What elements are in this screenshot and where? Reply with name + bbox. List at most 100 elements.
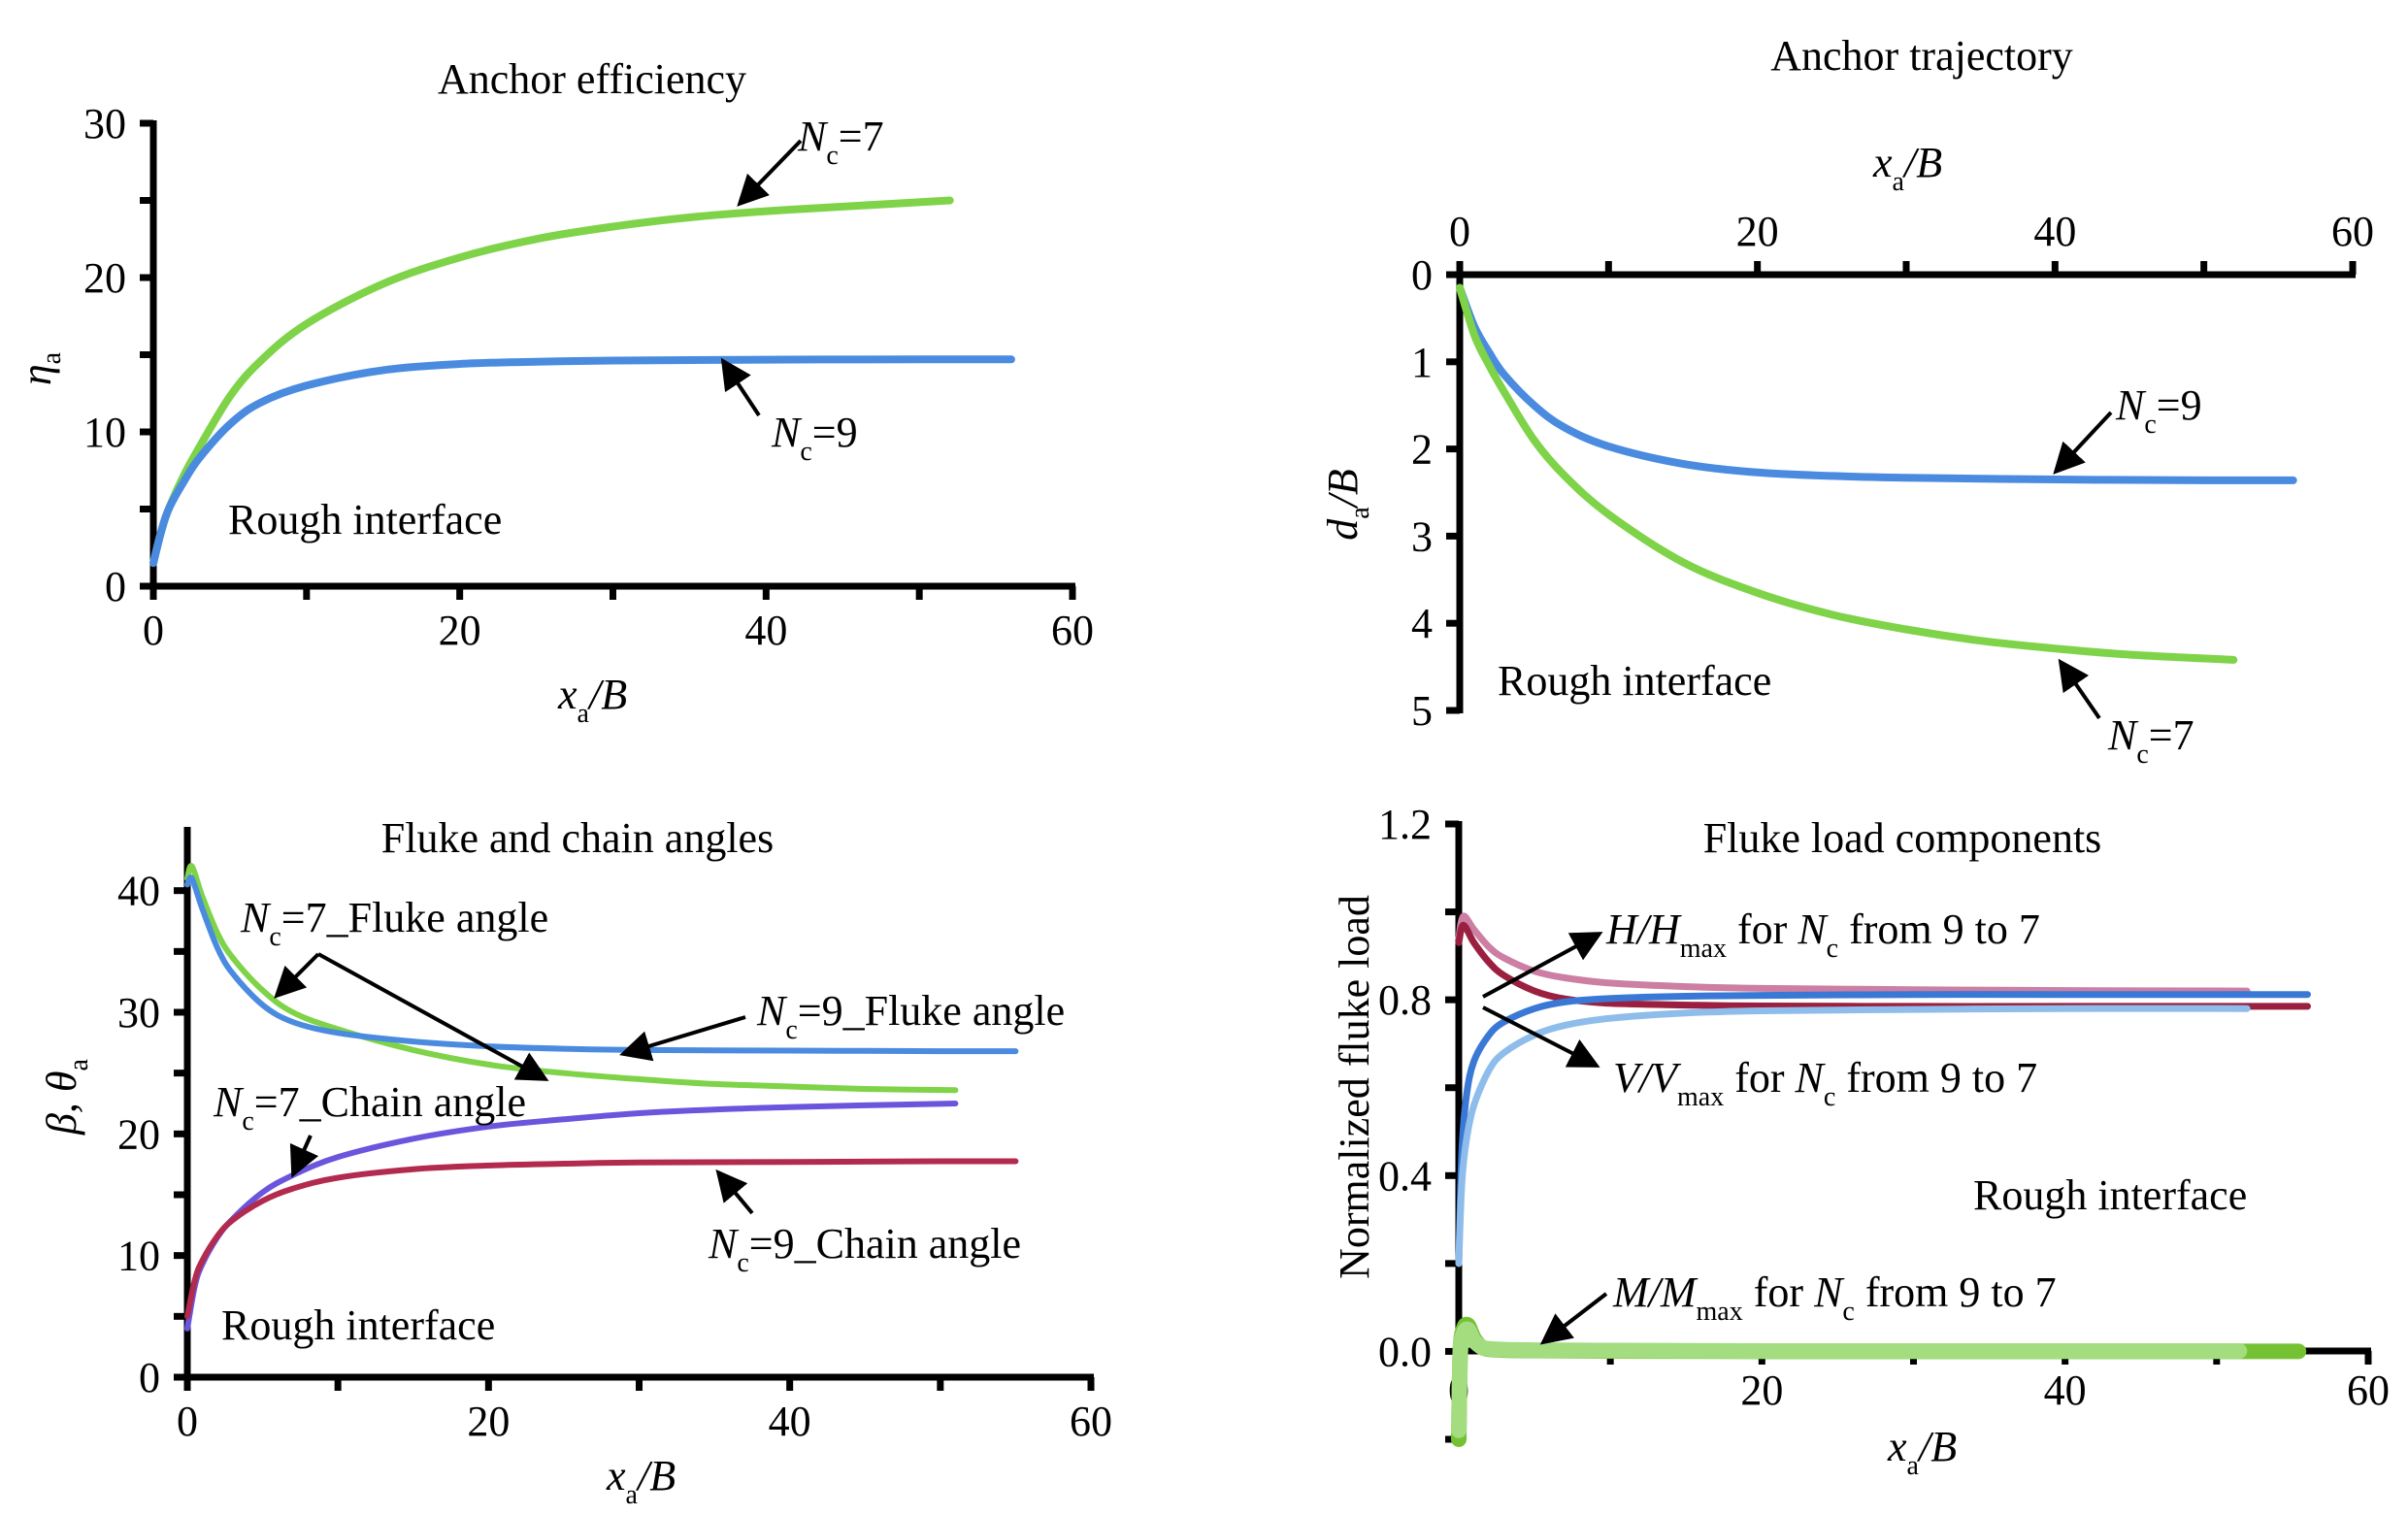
x-axis-label: xa/B xyxy=(1872,139,1942,197)
series-line-nc-9-fluke-angle xyxy=(184,874,1019,1055)
panel-fluke-load-components: Fluke load components 0 20 40 600.00.40.81.… xyxy=(1331,801,2390,1481)
series-label-nc9-fluke: Nc=9_Fluke angle xyxy=(756,987,1065,1045)
svg-text:da/B: da/B xyxy=(1319,469,1375,541)
panel-anchor-efficiency: Anchor efficiency 0 20 40 60 0 10 20 30 Rough i… xyxy=(13,55,1094,729)
x-axis-label: xa/B xyxy=(606,1452,676,1510)
svg-text:ηa: ηa xyxy=(13,351,67,385)
y-tick-label: 40 xyxy=(117,868,160,915)
x-tick-label: 60 xyxy=(1051,607,1094,654)
x-tick-label: 20 xyxy=(1740,1367,1783,1414)
x-tick-label: 20 xyxy=(467,1398,510,1445)
y-tick-label: 0 xyxy=(105,563,126,610)
y-tick-label: 4 xyxy=(1411,600,1433,647)
arrow-nc9 xyxy=(2053,411,2113,475)
y-tick-label: 10 xyxy=(83,409,126,456)
series-line-nc-9-chain-angle xyxy=(184,1158,1019,1320)
plot-area xyxy=(1456,283,2297,664)
svg-text:β, θa: β, θa xyxy=(38,1058,94,1136)
y-tick-label: 20 xyxy=(117,1110,160,1158)
y-tick-label: 0 xyxy=(139,1354,160,1401)
annotation-rough-interface: Rough interface xyxy=(221,1301,495,1349)
series-line-nc-9 xyxy=(149,355,1015,568)
y-axis-label: Normalized fluke load xyxy=(1331,895,1378,1279)
series-label-nc9-chain: Nc=9_Chain angle xyxy=(708,1220,1021,1278)
x-tick-label: 0 xyxy=(1449,208,1470,255)
y-tick-label: 30 xyxy=(83,100,126,148)
x-tick-label: 60 xyxy=(2347,1367,2390,1414)
chart-title: Fluke and chain angles xyxy=(381,814,774,862)
arrow-nc7-chain xyxy=(289,1135,319,1178)
y-axis-label: ηa xyxy=(13,351,67,385)
series-label-nc7-chain: Nc=7_Chain angle xyxy=(213,1078,526,1136)
series-line-nc-7 xyxy=(1456,283,2238,664)
x-axis-label: xa/B xyxy=(1887,1423,1957,1481)
arrow-nc7 xyxy=(737,139,803,207)
x-tick-label: 0 xyxy=(143,607,164,654)
series-label-m: M/Mmax for Nc from 9 to 7 xyxy=(1612,1268,2057,1327)
series-line-v-vmax-nc-7 xyxy=(1455,1005,2251,1268)
x-tick-label: 20 xyxy=(1736,208,1779,255)
panel-anchor-trajectory: Anchor trajectory 0 20 40 60 0 1 2 3 4 5 Rough in… xyxy=(1319,32,2374,770)
chart-title: Fluke load components xyxy=(1703,814,2102,862)
x-tick-label: 20 xyxy=(439,607,481,654)
y-axis-label: β, θa xyxy=(38,1058,94,1136)
y-tick-label: 0 xyxy=(1411,251,1433,299)
plot-area xyxy=(1451,912,2311,1447)
series-line-h-hmax-nc-7 xyxy=(1455,912,2251,995)
axes: 0 20 40 60 0 10 20 30 40 xyxy=(117,827,1112,1445)
arrow-nc7 xyxy=(2058,658,2101,720)
x-tick-label: 40 xyxy=(744,607,787,654)
y-axis-label: da/B xyxy=(1319,469,1375,541)
y-tick-label: 0.0 xyxy=(1378,1328,1432,1375)
series-label-nc7: Nc=7 xyxy=(797,113,884,171)
series-line-nc-9 xyxy=(1456,283,2297,484)
arrow-nc9-fluke xyxy=(619,1015,746,1062)
arrow-m xyxy=(1539,1292,1608,1345)
series-line-nc-7-chain-angle xyxy=(184,1101,959,1332)
x-tick-label: 40 xyxy=(769,1398,811,1445)
annotation-rough-interface: Rough interface xyxy=(1973,1171,2247,1219)
series-line-nc-7-fluke-angle xyxy=(184,863,959,1094)
x-axis-label: xa/B xyxy=(557,671,627,729)
y-tick-label: 2 xyxy=(1411,426,1433,474)
y-tick-label: 5 xyxy=(1411,687,1433,735)
y-tick-label: 1 xyxy=(1411,339,1433,386)
series-label-h: H/Hmax for Nc from 9 to 7 xyxy=(1605,906,2040,964)
x-tick-label: 40 xyxy=(2033,208,2076,255)
axes: 0 20 40 60 0 1 2 3 4 5 xyxy=(1411,208,2374,735)
arrow-h xyxy=(1482,932,1603,999)
axes: 0 20 40 60 0 10 20 30 xyxy=(83,100,1094,654)
series-line-m-mmax-nc-7 xyxy=(1451,1321,2248,1438)
series-label-nc9: Nc=9 xyxy=(2115,381,2202,440)
plot-area xyxy=(184,863,1019,1332)
series-label-nc7-fluke: Nc=7_Fluke angle xyxy=(240,894,548,952)
x-tick-label: 60 xyxy=(1070,1398,1112,1445)
x-tick-label: 40 xyxy=(2044,1367,2087,1414)
series-label-nc9: Nc=9 xyxy=(771,409,858,467)
arrow-nc9-chain xyxy=(715,1169,754,1215)
y-tick-label: 30 xyxy=(117,989,160,1037)
series-line-v-vmax-nc-9 xyxy=(1455,991,2311,1268)
y-tick-label: 0.8 xyxy=(1378,976,1432,1024)
y-tick-label: 20 xyxy=(83,254,126,302)
arrow-nc7-fluke-a xyxy=(274,952,320,999)
panel-fluke-chain-angles: Fluke and chain angles 0 20 40 60010203040 … xyxy=(38,814,1112,1510)
series-label-nc7: Nc=7 xyxy=(2107,711,2194,770)
series-line-m-mmax-nc-9 xyxy=(1451,1316,2307,1447)
x-tick-label: 60 xyxy=(2331,208,2374,255)
arrow-nc9 xyxy=(720,357,761,417)
y-tick-label: 3 xyxy=(1411,512,1433,560)
arrow-v xyxy=(1482,1005,1600,1068)
annotation-rough-interface: Rough interface xyxy=(228,496,502,543)
y-tick-label: 10 xyxy=(117,1233,160,1280)
y-tick-label: 0.4 xyxy=(1378,1152,1432,1200)
chart-title: Anchor efficiency xyxy=(438,55,746,103)
annotation-rough-interface: Rough interface xyxy=(1498,657,1771,705)
arrow-nc7-fluke-b xyxy=(317,952,549,1081)
chart-title: Anchor trajectory xyxy=(1770,32,2073,80)
y-tick-label: 1.2 xyxy=(1378,801,1432,848)
plot-area xyxy=(149,196,1015,568)
x-tick-label: 0 xyxy=(177,1398,198,1445)
svg-text:Normalized fluke load: Normalized fluke load xyxy=(1331,895,1378,1279)
